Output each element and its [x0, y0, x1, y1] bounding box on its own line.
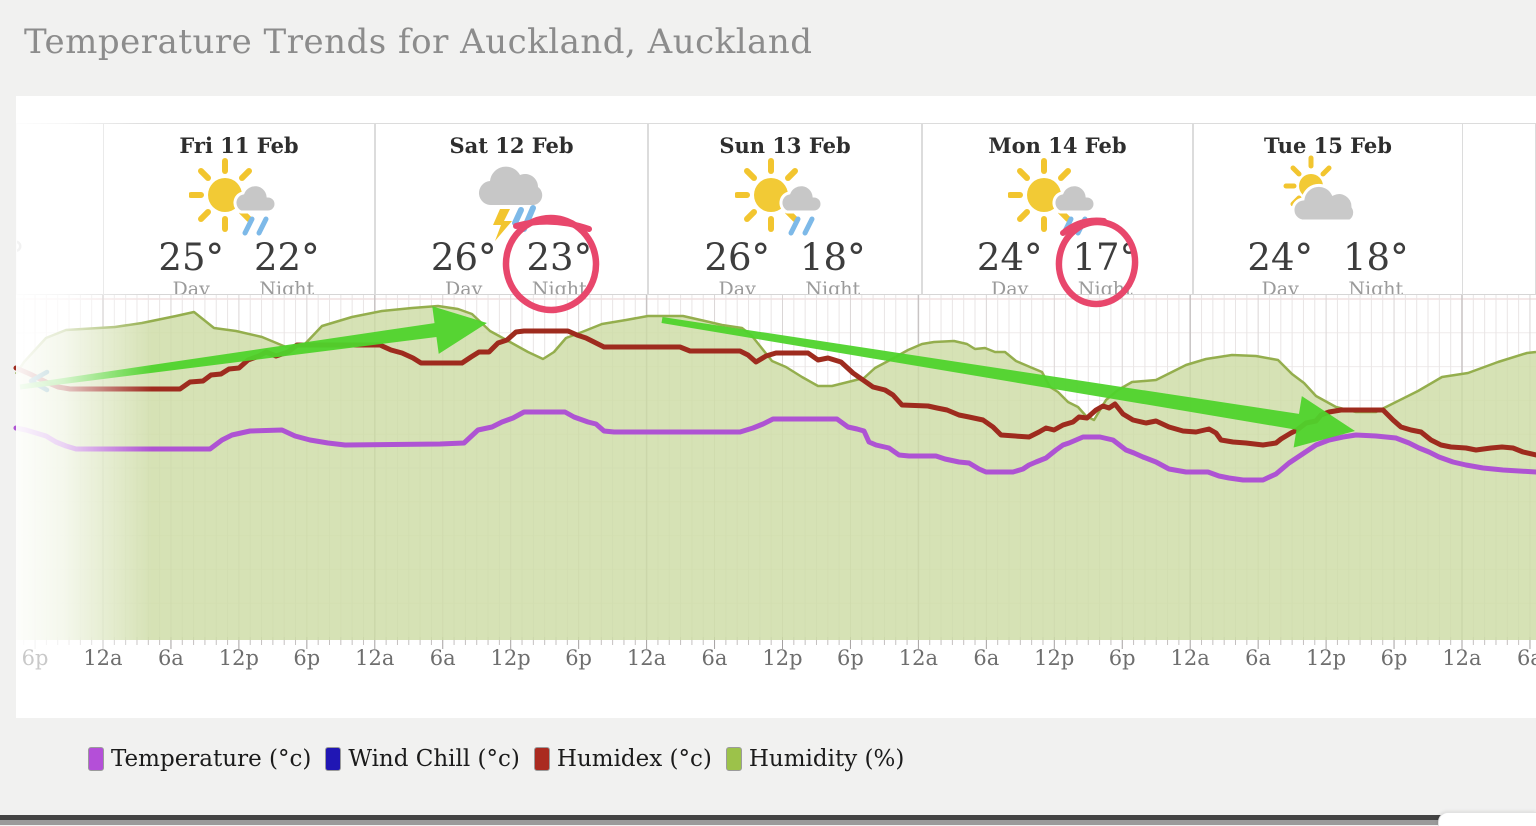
chart-legend: Temperature (°c) Wind Chill (°c) Humidex…	[88, 746, 904, 772]
day-temp-label: Day	[991, 278, 1029, 295]
x-tick-label: 6p	[565, 646, 592, 670]
day-date: Fri 11 Feb	[179, 133, 299, 158]
x-tick-label: 6a	[1516, 646, 1536, 670]
day-date: Mon 14 Feb	[988, 133, 1127, 158]
day-column-tue: Tue 15 Feb 24° Day 18° Night	[1193, 123, 1463, 295]
partial-temp-fragment: 2°	[17, 234, 25, 277]
day-date: Sat 12 Feb	[449, 133, 574, 158]
x-tick-label: 12p	[762, 646, 803, 670]
day-temp: 26°	[430, 236, 497, 280]
bottom-bar	[0, 815, 1536, 820]
x-tick-label: 12p	[1305, 646, 1347, 670]
sun-behind-cloud-icon	[1278, 155, 1378, 245]
x-tick-label: 12a	[898, 646, 938, 670]
day-column-sun: Sun 13 Feb 26° Day 18° Night	[648, 123, 922, 295]
x-tick-label: 6a	[1245, 646, 1272, 670]
page-title: Temperature Trends for Auckland, Aucklan…	[24, 22, 813, 62]
x-tick-label: 12p	[490, 646, 531, 670]
day-date: Sun 13 Feb	[719, 133, 851, 158]
legend-label: Wind Chill (°c)	[348, 746, 520, 772]
x-tick-label: 6p	[836, 646, 864, 670]
x-tick-label: 6p	[293, 646, 321, 670]
day-column-partial-left: 2° ht	[16, 123, 104, 295]
night-temp: 18°	[1343, 236, 1409, 280]
sun-cloud-rain-icon	[1007, 155, 1108, 245]
x-tick-label: 12p	[1034, 646, 1075, 670]
night-temp-label: Night	[259, 278, 315, 295]
x-tick-label: 12a	[1170, 646, 1210, 670]
day-temp-label: Day	[718, 278, 756, 295]
day-column-fri: Fri 11 Feb 25° Day 22° Night	[103, 123, 375, 295]
humidex-swatch-icon	[533, 747, 550, 771]
x-axis-labels: 6p 12a 6a 12p 6p 12a 6a 12p 6p 12a 6a 12p 6p 12a 6a 12p…	[0, 646, 1536, 672]
x-tick-label: 6a	[429, 646, 456, 670]
wind-chill-swatch-icon	[325, 747, 342, 771]
x-tick-label: 6a	[973, 646, 1000, 670]
x-tick-label: 12a	[355, 646, 395, 670]
day-temp: 26°	[704, 236, 770, 280]
humidity-swatch-icon	[725, 747, 742, 771]
night-temp: 23°	[526, 236, 593, 280]
floating-widget-button[interactable]	[1438, 812, 1536, 826]
legend-item-wind-chill: Wind Chill (°c)	[325, 746, 520, 772]
day-temp: 25°	[158, 236, 224, 280]
legend-label: Humidity (%)	[748, 746, 905, 772]
x-tick-label: 12a	[1442, 646, 1482, 670]
x-tick-label: 12a	[626, 646, 667, 670]
night-temp: 18°	[800, 236, 866, 280]
legend-item-temperature: Temperature (°c)	[88, 746, 311, 772]
x-tick-label: 6p	[1380, 646, 1408, 670]
night-temp-label: Night	[805, 278, 861, 295]
night-temp-label: Night	[531, 278, 587, 295]
legend-item-humidex: Humidex (°c)	[533, 746, 712, 772]
night-temp-label: Night	[1077, 278, 1133, 295]
x-tick-label: 12a	[83, 646, 123, 670]
x-tick-label: 12p	[218, 646, 259, 670]
day-column-partial-right	[1462, 123, 1536, 295]
sun-cloud-rain-icon	[189, 155, 289, 245]
x-tick-label: 6p	[1108, 646, 1136, 670]
day-temp-label: Day	[1261, 278, 1299, 295]
legend-label: Humidex (°c)	[556, 746, 712, 772]
storm-rain-icon	[462, 155, 562, 245]
x-tick-label: 6a	[701, 646, 728, 670]
temperature-swatch-icon	[88, 747, 104, 771]
legend-label: Temperature (°c)	[111, 746, 312, 772]
day-column-mon: Mon 14 Feb 24° Day 17° Night	[922, 123, 1193, 295]
day-temp-label: Day	[172, 278, 210, 295]
day-temp: 24°	[1247, 236, 1313, 280]
night-temp: 22°	[254, 236, 320, 280]
x-tick-label: 6a	[157, 646, 184, 670]
night-temp-label: Night	[1348, 278, 1404, 295]
day-temp-label: Day	[445, 278, 483, 295]
legend-item-humidity: Humidity (%)	[725, 746, 905, 772]
x-tick-label: 6p	[21, 646, 49, 670]
sun-cloud-rain-icon	[735, 155, 835, 245]
bottom-bar-shadow	[0, 820, 1536, 825]
day-date: Tue 15 Feb	[1264, 133, 1392, 158]
day-column-sat: Sat 12 Feb 26° Day 23° Night	[375, 123, 648, 295]
day-temp: 24°	[976, 236, 1043, 280]
night-temp: 17°	[1072, 236, 1139, 280]
